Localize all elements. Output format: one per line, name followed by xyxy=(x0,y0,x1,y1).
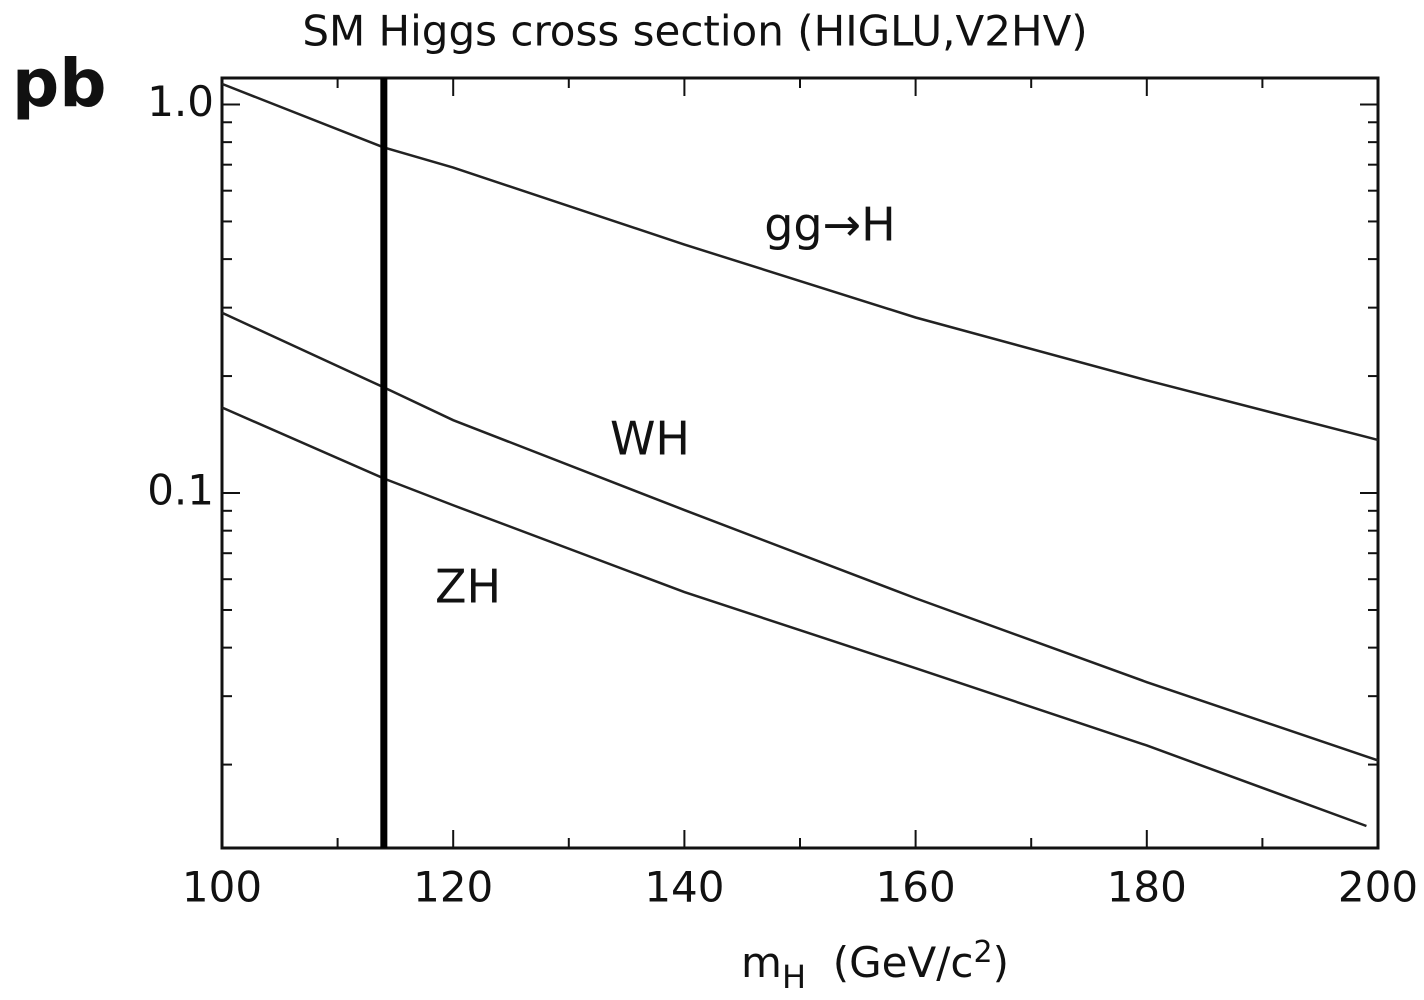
series-line xyxy=(221,82,1379,442)
y-axis-label: pb xyxy=(12,45,107,122)
plot-frame xyxy=(220,76,1380,850)
series-label: WH xyxy=(610,412,690,466)
x-label-part: (GeV/c xyxy=(806,938,973,987)
x-tick-label: 200 xyxy=(1338,863,1418,912)
x-label-part: m xyxy=(741,938,782,987)
series-label: ZH xyxy=(435,560,501,614)
x-tick-label: 180 xyxy=(1107,863,1187,912)
x-tick-label: 160 xyxy=(876,863,956,912)
y-tick-label: 0.1 xyxy=(147,466,214,515)
x-label-part: H xyxy=(782,958,806,996)
x-tick-label: 120 xyxy=(413,863,493,912)
x-label-part: 2 xyxy=(973,935,992,970)
x-tick-label: 140 xyxy=(644,863,724,912)
series-label: gg→H xyxy=(764,198,896,252)
x-tick-label: 100 xyxy=(182,863,262,912)
series-line xyxy=(221,311,1379,762)
chart-title: SM Higgs cross section (HIGLU,V2HV) xyxy=(302,7,1087,56)
x-axis-label: mH (GeV/c2) xyxy=(741,935,1009,997)
x-label-part: ) xyxy=(993,938,1009,987)
series-line xyxy=(221,406,1367,828)
y-tick-label: 1.0 xyxy=(147,77,214,126)
